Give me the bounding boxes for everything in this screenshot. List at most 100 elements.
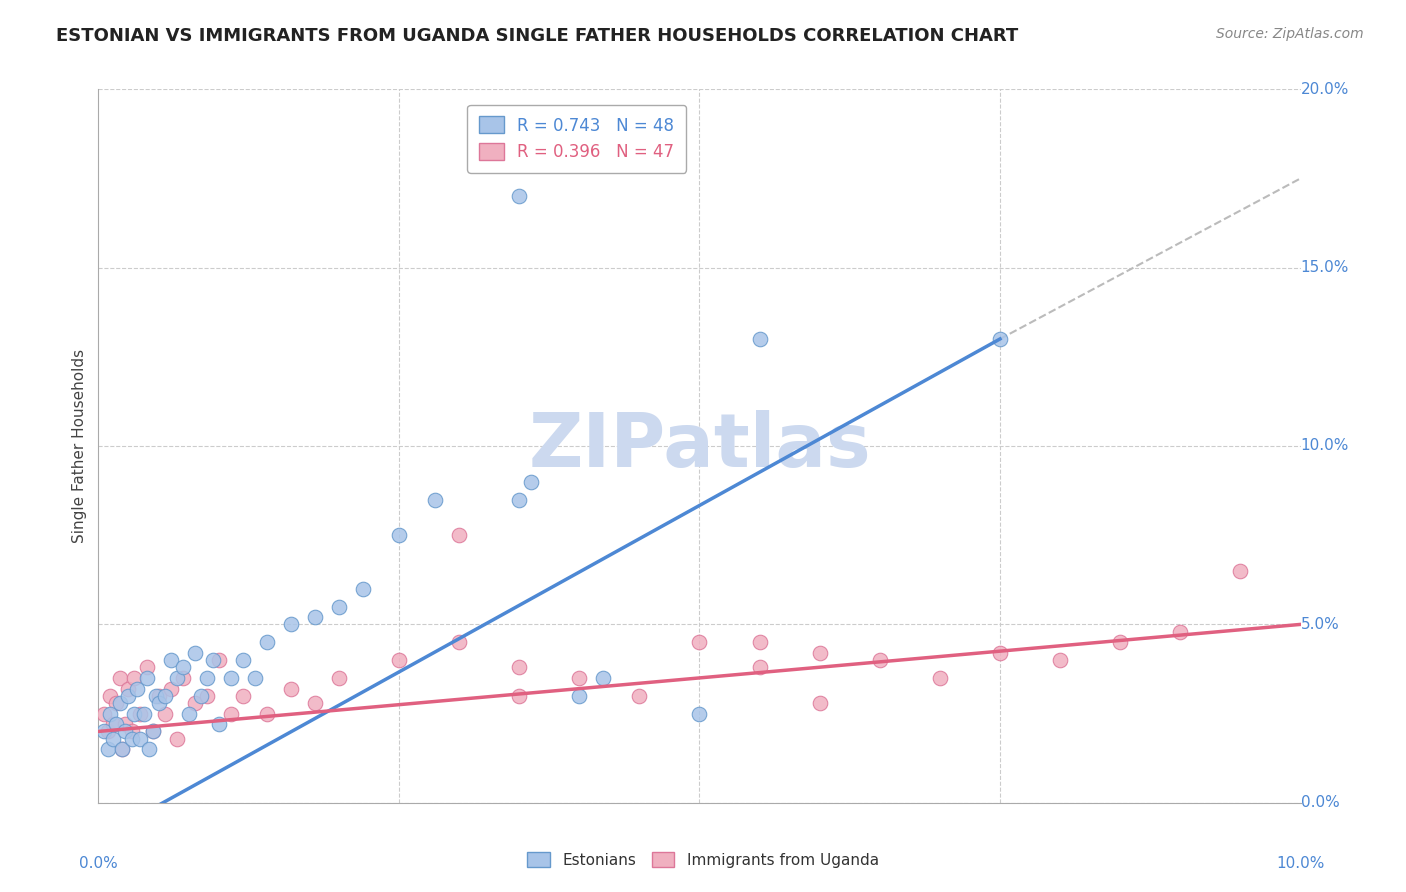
Point — [688, 635, 710, 649]
Text: 20.0%: 20.0% — [1301, 82, 1348, 96]
Text: 10.0%: 10.0% — [1301, 439, 1348, 453]
Point — [508, 189, 530, 203]
Point — [105, 717, 128, 731]
Point — [105, 696, 128, 710]
Point — [121, 731, 143, 746]
Point — [808, 646, 831, 660]
Point — [628, 689, 651, 703]
Point — [166, 671, 188, 685]
Point — [869, 653, 891, 667]
Point — [159, 681, 181, 696]
Point — [172, 660, 194, 674]
Point — [121, 724, 143, 739]
Point — [280, 617, 302, 632]
Point — [232, 689, 254, 703]
Point — [592, 671, 614, 685]
Y-axis label: Single Father Households: Single Father Households — [72, 349, 87, 543]
Point — [1229, 564, 1251, 578]
Point — [988, 332, 1011, 346]
Point — [219, 671, 242, 685]
Text: 0.0%: 0.0% — [79, 856, 118, 871]
Point — [148, 696, 170, 710]
Point — [172, 671, 194, 685]
Point — [748, 660, 770, 674]
Point — [190, 689, 212, 703]
Point — [101, 731, 124, 746]
Point — [748, 332, 770, 346]
Text: 0.0%: 0.0% — [1301, 796, 1340, 810]
Point — [988, 646, 1011, 660]
Point — [132, 706, 155, 721]
Point — [114, 717, 136, 731]
Point — [219, 706, 242, 721]
Point — [183, 646, 205, 660]
Point — [388, 528, 411, 542]
Point — [1170, 624, 1192, 639]
Point — [93, 706, 115, 721]
Point — [166, 731, 188, 746]
Point — [688, 706, 710, 721]
Point — [100, 706, 122, 721]
Point — [129, 731, 152, 746]
Point — [447, 528, 470, 542]
Point — [520, 475, 543, 489]
Point — [100, 689, 122, 703]
Point — [111, 742, 134, 756]
Point — [117, 689, 139, 703]
Point — [141, 724, 163, 739]
Point — [1049, 653, 1071, 667]
Point — [108, 671, 131, 685]
Point — [328, 599, 350, 614]
Point — [232, 653, 254, 667]
Point — [304, 610, 326, 624]
Point — [129, 706, 152, 721]
Point — [568, 689, 591, 703]
Point — [101, 717, 124, 731]
Point — [568, 671, 591, 685]
Point — [117, 681, 139, 696]
Point — [124, 671, 146, 685]
Legend: R = 0.743   N = 48, R = 0.396   N = 47: R = 0.743 N = 48, R = 0.396 N = 47 — [467, 104, 686, 173]
Text: 10.0%: 10.0% — [1277, 856, 1324, 871]
Point — [256, 706, 278, 721]
Point — [748, 635, 770, 649]
Point — [138, 742, 160, 756]
Point — [111, 742, 134, 756]
Point — [124, 706, 146, 721]
Point — [352, 582, 374, 596]
Point — [447, 635, 470, 649]
Point — [520, 64, 543, 78]
Point — [208, 653, 231, 667]
Text: 5.0%: 5.0% — [1301, 617, 1340, 632]
Point — [243, 671, 266, 685]
Point — [135, 660, 157, 674]
Point — [328, 671, 350, 685]
Point — [388, 653, 411, 667]
Point — [177, 706, 200, 721]
Point — [280, 681, 302, 696]
Point — [508, 689, 530, 703]
Point — [145, 689, 167, 703]
Point — [195, 671, 218, 685]
Point — [201, 653, 224, 667]
Point — [508, 492, 530, 507]
Point — [508, 660, 530, 674]
Point — [159, 653, 181, 667]
Point — [97, 742, 120, 756]
Point — [208, 717, 231, 731]
Point — [125, 681, 148, 696]
Point — [108, 696, 131, 710]
Legend: Estonians, Immigrants from Uganda: Estonians, Immigrants from Uganda — [520, 844, 886, 875]
Point — [423, 492, 446, 507]
Point — [304, 696, 326, 710]
Point — [114, 724, 136, 739]
Text: ESTONIAN VS IMMIGRANTS FROM UGANDA SINGLE FATHER HOUSEHOLDS CORRELATION CHART: ESTONIAN VS IMMIGRANTS FROM UGANDA SINGL… — [56, 27, 1018, 45]
Point — [153, 706, 176, 721]
Text: ZIPatlas: ZIPatlas — [529, 409, 870, 483]
Point — [1109, 635, 1132, 649]
Point — [148, 689, 170, 703]
Point — [929, 671, 952, 685]
Point — [153, 689, 176, 703]
Point — [256, 635, 278, 649]
Text: 15.0%: 15.0% — [1301, 260, 1348, 275]
